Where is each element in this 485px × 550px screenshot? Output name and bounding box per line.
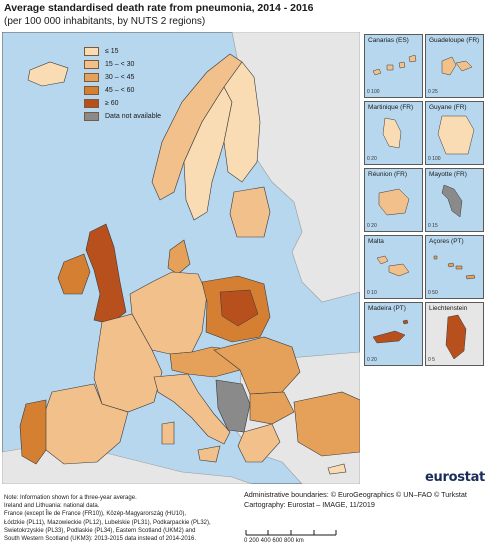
legend-swatch <box>84 47 99 56</box>
legend-swatch <box>84 112 99 121</box>
inset-label: Guadeloupe (FR) <box>429 37 480 44</box>
inset-scale: 0 50 <box>428 290 438 296</box>
legend-item: Data not available <box>84 110 184 123</box>
inset-scale: 0 25 <box>428 89 438 95</box>
region-sicily <box>197 445 221 463</box>
map-title: Average standardised death rate from pne… <box>4 2 314 14</box>
region-italy <box>153 373 231 445</box>
inset-scale: 0 20 <box>367 156 377 162</box>
region-bulgaria <box>249 391 295 425</box>
scale-labels: 0 200 400 600 800 km <box>244 538 304 544</box>
inset-scale: 0 100 <box>428 156 441 162</box>
credits-cartography: Cartography: Eurostat – IMAGE, 11/2019 <box>244 500 375 509</box>
region-romania <box>213 336 301 395</box>
inset-label: Açores (PT) <box>429 238 464 245</box>
note-line: South Western Scotland (UKM3): 2013-2015… <box>4 536 197 543</box>
legend-swatch <box>84 86 99 95</box>
legend-label: ≥ 60 <box>105 100 119 107</box>
legend-label: Data not available <box>105 113 162 120</box>
inset-scale: 0 20 <box>367 357 377 363</box>
europe-map <box>2 32 360 484</box>
region-poland-central <box>219 289 259 327</box>
region-cyprus <box>327 463 347 475</box>
region-greece <box>237 423 281 463</box>
inset-martinique: Martinique (FR) 0 20 <box>364 101 423 165</box>
legend-swatch <box>84 73 99 82</box>
map-subtitle: (per 100 000 inhabitants, by NUTS 2 regi… <box>4 16 206 27</box>
note-line: Łódzkie (PL11), Mazowieckie (PL12), Lube… <box>4 519 211 526</box>
inset-label: Malta <box>368 238 384 245</box>
region-ireland <box>57 253 91 295</box>
legend: ≤ 15 15 – < 30 30 – < 45 45 – < 60 ≥ 60 … <box>84 45 184 123</box>
inset-reunion: Réunion (FR) 0 20 <box>364 168 423 232</box>
inset-scale: 0 5 <box>428 357 435 363</box>
region-iceland <box>27 61 69 87</box>
legend-item: ≥ 60 <box>84 97 184 110</box>
scale-bar: 0 200 400 600 800 km <box>244 526 344 548</box>
inset-label: Martinique (FR) <box>368 104 414 111</box>
legend-label: 15 – < 30 <box>105 61 135 68</box>
inset-scale: 0 100 <box>367 89 380 95</box>
inset-label: Madeira (PT) <box>368 305 406 312</box>
credits-boundaries: Administrative boundaries: © EuroGeograp… <box>244 490 467 499</box>
inset-label: Canarias (ES) <box>368 37 409 44</box>
inset-label: Réunion (FR) <box>368 171 408 178</box>
inset-scale: 0 20 <box>367 223 377 229</box>
note-line: Note: Information shown for a three-year… <box>4 495 137 501</box>
legend-item: ≤ 15 <box>84 45 184 58</box>
inset-azores: Açores (PT) 0 50 <box>425 235 484 299</box>
legend-swatch <box>84 99 99 108</box>
note-line: Ireland and Lithuania: national data. <box>4 503 100 510</box>
region-sweden <box>183 86 233 221</box>
region-france <box>93 313 163 413</box>
region-sardinia <box>161 421 175 445</box>
region-denmark <box>167 239 191 275</box>
inset-scale: 0 10 <box>367 290 377 296</box>
note-line: Swietokrzyskie (PL33), Podlaskie (PL34),… <box>4 527 196 534</box>
legend-label: 30 – < 45 <box>105 74 135 81</box>
inset-panel: Canarias (ES) 0 100 Guadeloupe (FR) 0 25… <box>364 34 484 366</box>
inset-label: Mayotte (FR) <box>429 171 467 178</box>
inset-malta: Malta 0 10 <box>364 235 423 299</box>
region-portugal <box>19 399 47 465</box>
inset-scale: 0 15 <box>428 223 438 229</box>
region-finland <box>223 61 261 183</box>
credits: Administrative boundaries: © EuroGeograp… <box>244 490 467 510</box>
inset-liechtenstein: Liechtenstein 0 5 <box>425 302 484 366</box>
inset-guadeloupe: Guadeloupe (FR) 0 25 <box>425 34 484 98</box>
legend-item: 45 – < 60 <box>84 84 184 97</box>
inset-mayotte: Mayotte (FR) 0 15 <box>425 168 484 232</box>
inset-label: Liechtenstein <box>429 305 468 312</box>
note-line: France (except Île de France (FR10)), Kö… <box>4 511 187 518</box>
region-turkey <box>293 391 360 457</box>
inset-madeira: Madeira (PT) 0 20 <box>364 302 423 366</box>
legend-item: 15 – < 30 <box>84 58 184 71</box>
inset-canarias: Canarias (ES) 0 100 <box>364 34 423 98</box>
legend-label: 45 – < 60 <box>105 87 135 94</box>
region-baltics <box>229 186 271 238</box>
inset-guyane: Guyane (FR) 0 100 <box>425 101 484 165</box>
legend-item: 30 – < 45 <box>84 71 184 84</box>
legend-swatch <box>84 60 99 69</box>
legend-label: ≤ 15 <box>105 48 119 55</box>
eurostat-logo: eurostat <box>425 470 485 485</box>
footnote: Note: Information shown for a three-year… <box>4 494 294 543</box>
logo-text: eurostat <box>425 470 485 485</box>
inset-label: Guyane (FR) <box>429 104 467 111</box>
